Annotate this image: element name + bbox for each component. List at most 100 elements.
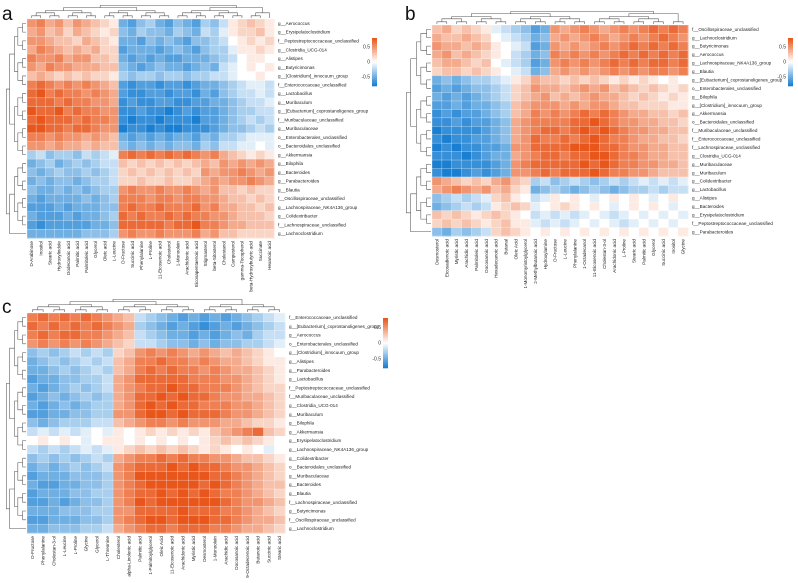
heatmap-cell (145, 365, 157, 375)
heatmap-cell (628, 109, 640, 119)
heatmap-cell (219, 80, 229, 90)
heatmap-cell (72, 45, 83, 55)
legend-swatch (372, 65, 377, 68)
heatmap-cell (91, 89, 101, 99)
heatmap-cell (481, 151, 492, 161)
heatmap-cell (118, 141, 128, 151)
legend-swatch (788, 66, 793, 69)
heatmap-cell (70, 392, 82, 402)
heatmap-cell (123, 401, 135, 411)
heatmap-cell (209, 471, 221, 481)
heatmap-cell (500, 168, 512, 178)
heatmap-cell (59, 401, 71, 411)
row-label: g__Blautia (692, 69, 714, 74)
heatmap-cell (200, 54, 211, 64)
heatmap-cell (59, 365, 71, 375)
heatmap-cell (628, 33, 640, 43)
column-label: Succinic acid (266, 536, 271, 563)
heatmap-cell (530, 202, 541, 211)
heatmap-cell (100, 80, 110, 90)
heatmap-cell (432, 202, 443, 211)
legend-swatch (383, 328, 388, 330)
heatmap-cell (188, 348, 200, 358)
heatmap-cell (123, 374, 135, 384)
row-label: g__Butyricimonas (278, 65, 315, 70)
heatmap-cell (164, 185, 174, 195)
heatmap-cell (134, 313, 146, 323)
row-label: g__[Clostridium]_innocuum_group (692, 103, 762, 108)
heatmap-cell (451, 210, 462, 220)
heatmap-cell (177, 471, 189, 481)
heatmap-cell (100, 132, 110, 142)
heatmap-cell (589, 202, 600, 211)
heatmap-cell (45, 220, 55, 230)
heatmap-cell (81, 141, 92, 151)
heatmap-cell (471, 193, 482, 203)
heatmap-cell (500, 84, 512, 93)
heatmap-cell (199, 453, 211, 463)
heatmap-cell (134, 401, 146, 411)
heatmap-cell (127, 176, 138, 186)
heatmap-cell (37, 436, 49, 446)
heatmap-cell (48, 436, 60, 446)
heatmap-cell (219, 27, 229, 37)
heatmap-cell (145, 176, 156, 186)
heatmap-cell (145, 515, 157, 525)
dendrogram (6, 299, 280, 529)
heatmap-cell (441, 219, 452, 228)
heatmap-cell (609, 33, 620, 43)
heatmap-cell (220, 453, 232, 463)
heatmap-cell (228, 202, 238, 213)
heatmap-cell (37, 409, 49, 419)
heatmap-cell (80, 348, 92, 358)
heatmap-cell (491, 41, 502, 51)
heatmap-cell (209, 313, 221, 323)
heatmap-cell (113, 524, 125, 534)
heatmap-cell (648, 143, 659, 152)
heatmap-cell (540, 176, 551, 186)
heatmap-cell (648, 84, 659, 93)
legend-tick-label: 0 (367, 60, 370, 66)
heatmap-cell (91, 115, 101, 125)
heatmap-cell (177, 313, 189, 323)
heatmap-cell (252, 321, 264, 331)
heatmap-cell (36, 124, 46, 134)
heatmap-cell (638, 168, 649, 178)
heatmap-cell (63, 80, 74, 90)
heatmap-cell (118, 167, 128, 177)
heatmap-cell (166, 515, 178, 525)
heatmap-cell (461, 210, 472, 220)
heatmap-cell (609, 50, 620, 60)
heatmap-cell (609, 117, 620, 127)
heatmap-cell (263, 409, 275, 419)
heatmap-cell (471, 126, 482, 136)
heatmap-cell (91, 159, 101, 169)
heatmap-cell (451, 185, 462, 195)
heatmap-cell (91, 524, 103, 534)
heatmap-cell (220, 480, 232, 490)
heatmap-cell (200, 80, 211, 90)
heatmap-cell (81, 36, 92, 46)
heatmap-cell (199, 418, 211, 428)
legend-swatch (383, 345, 388, 348)
heatmap-cell (123, 330, 135, 340)
heatmap-cell (658, 126, 669, 136)
heatmap-cell (231, 374, 243, 384)
heatmap-cell (246, 167, 257, 177)
heatmap-cell (102, 374, 114, 384)
heatmap-cell (569, 117, 580, 127)
heatmap-cell (134, 436, 146, 446)
heatmap-cell (48, 418, 60, 428)
heatmap-cell (27, 159, 37, 169)
row-label: f__Lachnospiraceae_unclassified (278, 222, 346, 227)
heatmap-cell (188, 339, 200, 349)
heatmap-cell (91, 80, 101, 90)
heatmap-cell (530, 75, 541, 85)
heatmap-cell (80, 436, 92, 446)
heatmap-cell (173, 19, 183, 29)
heatmap-cell (274, 383, 286, 393)
heatmap-cell (173, 54, 183, 64)
heatmap-cell (123, 436, 135, 446)
heatmap-cell (540, 160, 551, 169)
heatmap-cell (134, 365, 146, 375)
